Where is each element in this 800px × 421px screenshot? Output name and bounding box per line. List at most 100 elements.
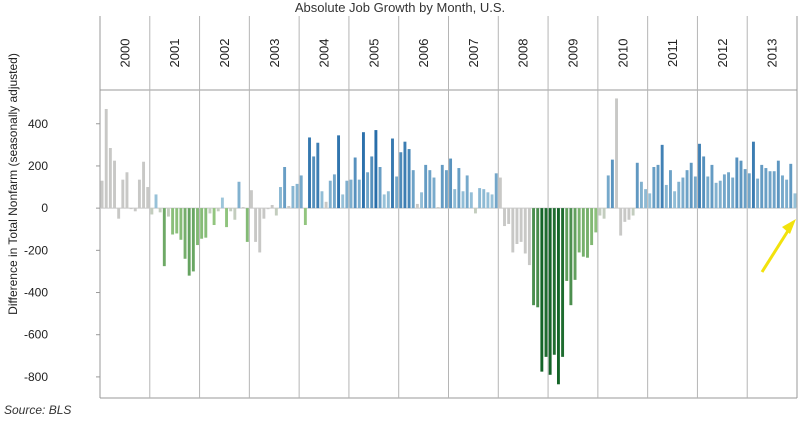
y-tick-label: -400: [24, 286, 48, 300]
bar: [515, 208, 519, 244]
bar: [137, 179, 141, 209]
year-label: 2000: [117, 39, 132, 68]
bar: [772, 171, 776, 209]
bar: [399, 152, 403, 209]
bar: [615, 98, 618, 209]
bar: [262, 208, 266, 219]
bar: [474, 208, 477, 214]
bar: [175, 208, 179, 234]
bar: [382, 194, 386, 209]
bar: [511, 208, 515, 253]
bar: [187, 208, 191, 276]
bar: [453, 189, 457, 209]
bar: [781, 175, 784, 209]
bar: [245, 208, 249, 242]
bar: [229, 208, 233, 212]
bar: [673, 191, 677, 209]
bar: [295, 183, 299, 209]
bar: [220, 197, 224, 209]
bar: [598, 208, 602, 216]
annotation-arrow: [760, 225, 793, 273]
bar: [158, 208, 162, 213]
bar: [482, 189, 486, 209]
bar: [254, 208, 258, 242]
bar: [391, 138, 394, 209]
bar: [378, 167, 382, 209]
bar: [764, 168, 768, 209]
bar: [299, 175, 303, 209]
bar: [536, 208, 540, 308]
bar: [258, 208, 262, 253]
bar: [586, 208, 589, 258]
bar: [569, 208, 573, 306]
bar: [146, 187, 150, 209]
bar: [623, 208, 627, 222]
y-axis-label: Difference in Total Nonfarm (seasonally …: [6, 53, 20, 315]
year-label: 2004: [317, 39, 332, 68]
bar: [681, 177, 685, 209]
bar: [606, 175, 610, 209]
bar: [196, 208, 199, 246]
bar: [461, 191, 465, 209]
bar: [341, 194, 345, 209]
bar: [519, 208, 523, 242]
bar: [490, 194, 494, 209]
bar: [685, 170, 689, 209]
bar: [714, 182, 718, 209]
bar: [660, 144, 664, 209]
bar: [532, 208, 536, 306]
bar: [349, 179, 353, 209]
bar: [237, 181, 241, 209]
year-label: 2001: [167, 39, 182, 68]
y-tick-label: 200: [28, 159, 48, 173]
bar: [706, 176, 710, 209]
bar: [689, 162, 693, 209]
bar: [565, 208, 569, 281]
bar: [503, 208, 506, 227]
year-label: 2005: [366, 39, 381, 68]
bar: [133, 208, 137, 212]
bar: [241, 207, 245, 209]
bar: [527, 208, 531, 266]
bar: [374, 130, 378, 209]
bar: [469, 192, 473, 209]
bar: [270, 204, 274, 209]
bar: [677, 181, 681, 209]
bar: [249, 190, 253, 209]
bar: [150, 208, 154, 215]
year-label: 2009: [565, 39, 580, 68]
bar: [424, 164, 428, 209]
bar: [789, 163, 793, 209]
bar: [494, 173, 498, 209]
year-label: 2010: [615, 39, 630, 68]
y-tick-label: 400: [28, 117, 48, 131]
bar: [523, 208, 527, 254]
y-tick-label: -600: [24, 328, 48, 342]
year-label: 2008: [516, 39, 531, 68]
bar: [117, 208, 121, 219]
bar: [411, 170, 415, 209]
bar: [432, 177, 436, 209]
bar: [395, 176, 399, 209]
bar: [486, 192, 490, 209]
bar: [669, 170, 672, 209]
bar: [693, 176, 697, 209]
bar: [308, 137, 311, 209]
bar: [200, 208, 204, 239]
bar: [561, 208, 565, 357]
bar: [274, 208, 278, 216]
bar: [544, 208, 548, 357]
bar: [332, 174, 336, 209]
bar: [552, 208, 556, 355]
bar: [225, 208, 228, 228]
year-label: 2006: [416, 39, 431, 68]
bar: [449, 158, 453, 209]
bar: [602, 208, 606, 219]
bar: [407, 149, 411, 209]
bar: [415, 203, 419, 209]
annotation-arrowhead: [782, 219, 796, 234]
bar: [577, 208, 581, 253]
bar: [191, 208, 195, 272]
bar: [171, 208, 175, 235]
y-tick-label: 0: [41, 201, 48, 215]
